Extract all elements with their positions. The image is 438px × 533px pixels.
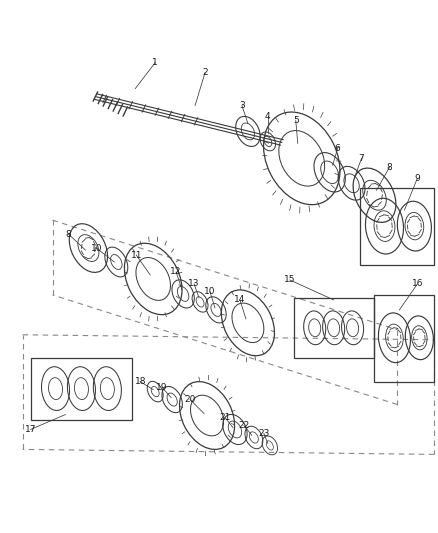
Text: 15: 15 — [284, 276, 296, 285]
Text: 10: 10 — [91, 244, 102, 253]
Text: 21: 21 — [219, 413, 231, 422]
Text: 18: 18 — [134, 377, 146, 386]
Text: 2: 2 — [202, 68, 208, 77]
Text: 8: 8 — [387, 163, 392, 172]
Text: 17: 17 — [25, 425, 36, 434]
Text: 19: 19 — [156, 383, 168, 392]
Text: 9: 9 — [414, 174, 420, 183]
Text: 22: 22 — [238, 421, 250, 430]
Text: 16: 16 — [412, 279, 423, 288]
Text: 4: 4 — [265, 112, 271, 121]
Text: 6: 6 — [335, 144, 340, 153]
Text: 1: 1 — [152, 58, 158, 67]
Text: 13: 13 — [188, 279, 200, 288]
Text: 10: 10 — [204, 287, 216, 296]
Text: 3: 3 — [239, 101, 245, 110]
Text: 8: 8 — [66, 230, 71, 239]
Text: 12: 12 — [170, 268, 182, 277]
Text: 7: 7 — [359, 154, 364, 163]
Text: 11: 11 — [131, 251, 142, 260]
Text: 23: 23 — [258, 429, 269, 438]
Text: 14: 14 — [234, 295, 246, 304]
Text: 5: 5 — [293, 116, 299, 125]
Text: 20: 20 — [184, 395, 196, 404]
